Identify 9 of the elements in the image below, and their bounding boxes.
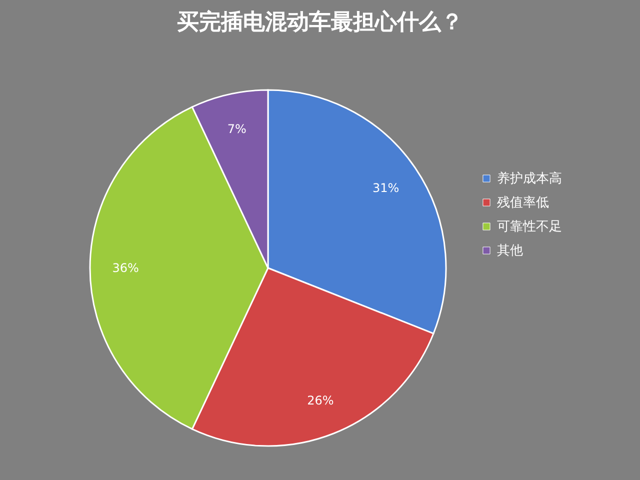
legend-label: 残值率低: [497, 194, 549, 210]
data-label: 26%: [307, 393, 334, 408]
data-label: 7%: [227, 122, 246, 136]
data-label: 36%: [112, 261, 139, 275]
chart-title: 买完插电混动车最担心什么？: [177, 9, 463, 35]
legend-label: 养护成本高: [497, 170, 562, 186]
data-label: 31%: [372, 180, 400, 195]
legend-label: 其他: [497, 242, 523, 258]
legend-label: 可靠性不足: [497, 218, 562, 234]
